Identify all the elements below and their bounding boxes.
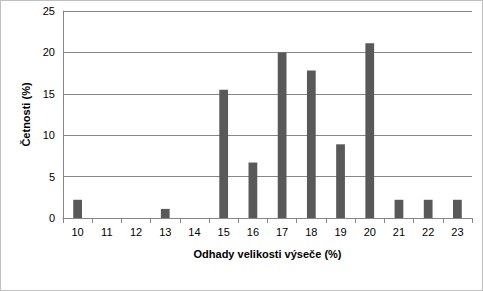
svg-text:22: 22 (422, 226, 434, 238)
svg-text:16: 16 (247, 226, 259, 238)
svg-text:17: 17 (276, 226, 288, 238)
svg-text:20: 20 (43, 46, 55, 58)
svg-text:23: 23 (451, 226, 463, 238)
svg-text:11: 11 (101, 226, 112, 238)
svg-text:20: 20 (364, 226, 376, 238)
svg-text:18: 18 (305, 226, 317, 238)
svg-text:13: 13 (159, 226, 171, 238)
svg-text:15: 15 (218, 226, 230, 238)
svg-text:21: 21 (393, 226, 405, 238)
svg-text:15: 15 (43, 88, 55, 100)
svg-text:5: 5 (49, 171, 55, 183)
svg-text:14: 14 (188, 226, 200, 238)
svg-text:10: 10 (43, 129, 55, 141)
svg-text:19: 19 (334, 226, 346, 238)
svg-text:0: 0 (49, 212, 55, 224)
svg-text:12: 12 (130, 226, 142, 238)
svg-text:Četnosti (%): Četnosti (%) (20, 82, 32, 147)
svg-text:25: 25 (43, 5, 55, 17)
svg-text:10: 10 (71, 226, 83, 238)
svg-text:Odhady velikosti výseče (%): Odhady velikosti výseče (%) (194, 248, 342, 260)
